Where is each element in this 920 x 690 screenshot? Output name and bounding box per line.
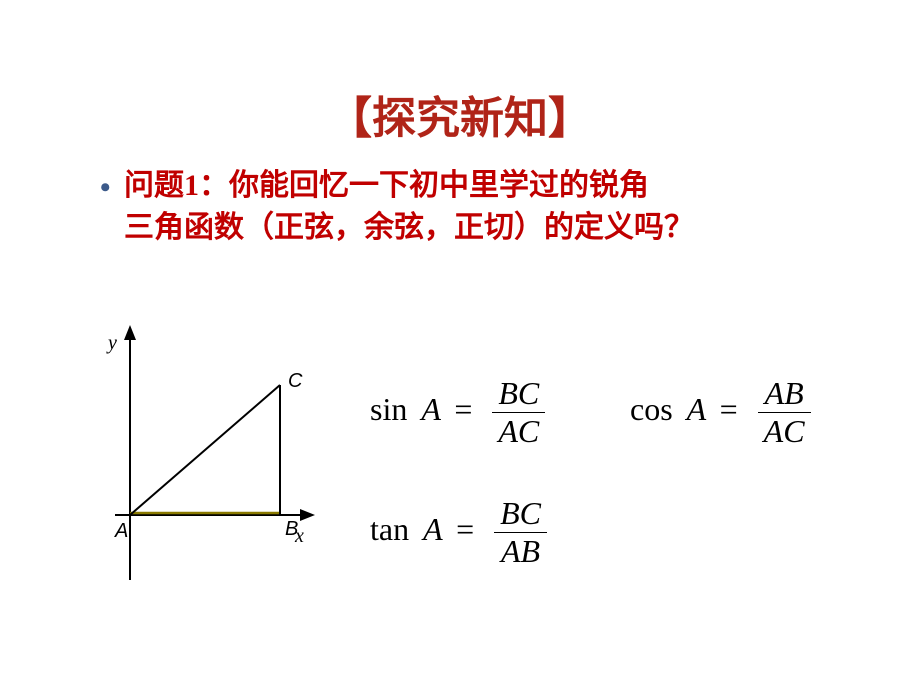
question-line1: 问题1：你能回忆一下初中里学过的锐角 <box>124 169 649 202</box>
title-bracket-left: 【 <box>328 94 372 143</box>
cos-num: AB <box>758 375 811 412</box>
sin-arg: A <box>421 391 440 427</box>
tan-den: AB <box>494 532 547 570</box>
title-bracket-right: 】 <box>548 94 592 143</box>
point-c-label: C <box>288 370 302 393</box>
diagram-svg <box>90 320 320 600</box>
question-block: • 问题1：你能回忆一下初中里学过的锐角 三角函数（正弦，余弦，正切）的定义吗？ <box>100 165 694 249</box>
point-b-label: B <box>285 518 298 541</box>
sin-den: AC <box>492 412 545 450</box>
question-line2: 三角函数（正弦，余弦，正切）的定义吗？ <box>124 211 694 244</box>
formula-tan: tan A = BC AB <box>370 495 547 570</box>
bullet-icon: • <box>100 167 111 209</box>
cos-arg: A <box>687 391 706 427</box>
formula-cos: cos A = AB AC <box>630 375 811 450</box>
formula-sin: sin A = BC AC <box>370 375 545 450</box>
slide-title: 【探究新知】 <box>0 0 920 146</box>
sin-fn: sin <box>370 391 407 427</box>
tan-fn: tan <box>370 511 409 547</box>
triangle-diagram: y x A B C <box>90 320 320 605</box>
sin-num: BC <box>492 375 545 412</box>
cos-den: AC <box>758 412 811 450</box>
title-text: 探究新知 <box>372 94 548 143</box>
cos-fn: cos <box>630 391 673 427</box>
tan-arg: A <box>423 511 442 547</box>
y-axis-label: y <box>108 332 117 355</box>
tan-num: BC <box>494 495 547 532</box>
point-a-label: A <box>115 520 128 543</box>
